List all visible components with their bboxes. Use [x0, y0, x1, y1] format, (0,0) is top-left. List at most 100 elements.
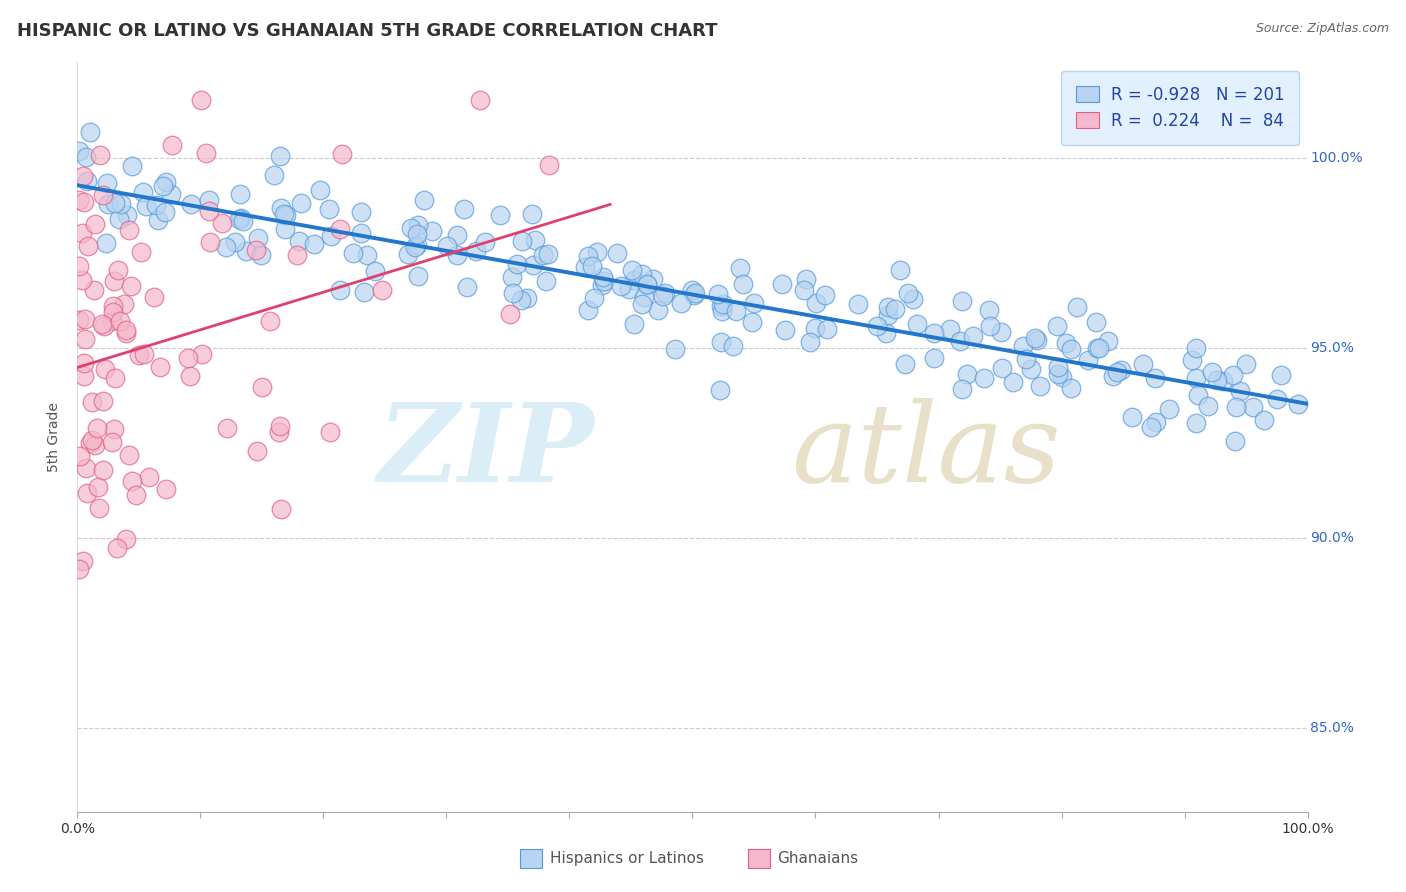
Point: [630, 297, 652, 311]
Point: [633, 290, 655, 304]
Point: [1229, 384, 1251, 398]
Point: [134, 346, 156, 360]
Point: [1060, 381, 1083, 395]
Point: [138, 469, 160, 483]
Point: [329, 283, 352, 297]
Text: Ghanaians: Ghanaians: [778, 851, 859, 865]
Point: [770, 277, 793, 291]
Point: [145, 198, 167, 212]
Point: [815, 322, 838, 336]
Point: [162, 137, 184, 152]
Point: [114, 323, 136, 337]
Point: [520, 207, 543, 221]
Point: [121, 474, 143, 488]
Point: [711, 297, 734, 311]
Point: [93, 393, 115, 408]
Point: [350, 226, 373, 240]
Point: [709, 383, 731, 397]
Text: Source: ZipAtlas.com: Source: ZipAtlas.com: [1256, 22, 1389, 36]
Point: [93, 319, 115, 334]
Point: [103, 422, 125, 436]
Point: [510, 235, 533, 249]
Point: [67, 312, 90, 326]
Point: [353, 285, 375, 299]
Point: [647, 303, 669, 318]
Point: [245, 244, 267, 258]
Point: [474, 235, 496, 249]
FancyBboxPatch shape: [520, 849, 543, 868]
Point: [456, 280, 478, 294]
Point: [641, 272, 664, 286]
Point: [350, 205, 373, 219]
Point: [846, 296, 869, 310]
Point: [195, 146, 218, 161]
Point: [84, 437, 107, 451]
Point: [190, 94, 212, 108]
Point: [1212, 374, 1234, 388]
Point: [1187, 388, 1209, 402]
Point: [950, 382, 973, 396]
Point: [1085, 315, 1108, 329]
Text: 90.0%: 90.0%: [1310, 531, 1354, 545]
Point: [893, 357, 915, 371]
Point: [80, 395, 103, 409]
Point: [198, 193, 221, 207]
Text: 85.0%: 85.0%: [1310, 721, 1354, 735]
Point: [875, 326, 897, 340]
Point: [505, 257, 527, 271]
Point: [1077, 353, 1099, 368]
Point: [707, 287, 730, 301]
Point: [273, 207, 295, 221]
Point: [77, 239, 100, 253]
Point: [1019, 362, 1042, 376]
Point: [721, 339, 744, 353]
Point: [135, 199, 157, 213]
Point: [654, 285, 676, 300]
Point: [319, 425, 342, 439]
Point: [259, 313, 281, 327]
Point: [742, 296, 765, 310]
Point: [215, 239, 238, 253]
Point: [897, 285, 920, 300]
Point: [990, 325, 1012, 339]
Point: [406, 238, 429, 252]
Point: [67, 562, 90, 576]
Point: [710, 334, 733, 349]
Point: [101, 305, 124, 319]
Point: [112, 297, 135, 311]
Point: [1054, 336, 1077, 351]
Point: [176, 351, 198, 365]
Point: [636, 277, 658, 292]
Point: [153, 204, 176, 219]
Point: [436, 239, 458, 253]
Point: [155, 482, 177, 496]
Point: [1140, 420, 1163, 434]
Point: [1028, 379, 1050, 393]
Point: [73, 312, 96, 326]
Point: [799, 335, 821, 350]
Point: [309, 183, 332, 197]
Point: [531, 248, 554, 262]
Legend: R = -0.928   N = 201, R =  0.224    N =  84: R = -0.928 N = 201, R = 0.224 N = 84: [1060, 70, 1299, 145]
Point: [115, 326, 138, 340]
Point: [87, 500, 110, 515]
Point: [1157, 402, 1180, 417]
Point: [408, 268, 430, 283]
Point: [263, 169, 285, 183]
Point: [591, 277, 613, 292]
Point: [973, 371, 995, 385]
Point: [606, 246, 628, 260]
Point: [901, 292, 924, 306]
Point: [108, 313, 131, 327]
Point: [269, 418, 291, 433]
Point: [73, 369, 96, 384]
Point: [75, 150, 97, 164]
Point: [581, 259, 603, 273]
Point: [120, 279, 142, 293]
Point: [876, 309, 898, 323]
Point: [79, 125, 101, 139]
Text: 100.0%: 100.0%: [1310, 151, 1362, 164]
Point: [651, 288, 673, 302]
Point: [83, 283, 105, 297]
Point: [117, 208, 139, 222]
